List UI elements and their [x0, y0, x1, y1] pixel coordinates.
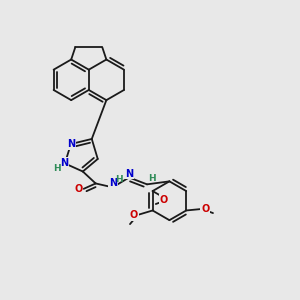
Text: O: O [130, 210, 138, 220]
Text: N: N [109, 178, 117, 188]
Text: O: O [74, 184, 82, 194]
Text: O: O [201, 204, 209, 214]
Text: H: H [148, 175, 156, 184]
Text: N: N [60, 158, 68, 168]
Text: H: H [115, 176, 122, 184]
Text: N: N [125, 169, 134, 178]
Text: H: H [53, 164, 60, 173]
Text: N: N [67, 139, 75, 149]
Text: O: O [160, 195, 168, 205]
